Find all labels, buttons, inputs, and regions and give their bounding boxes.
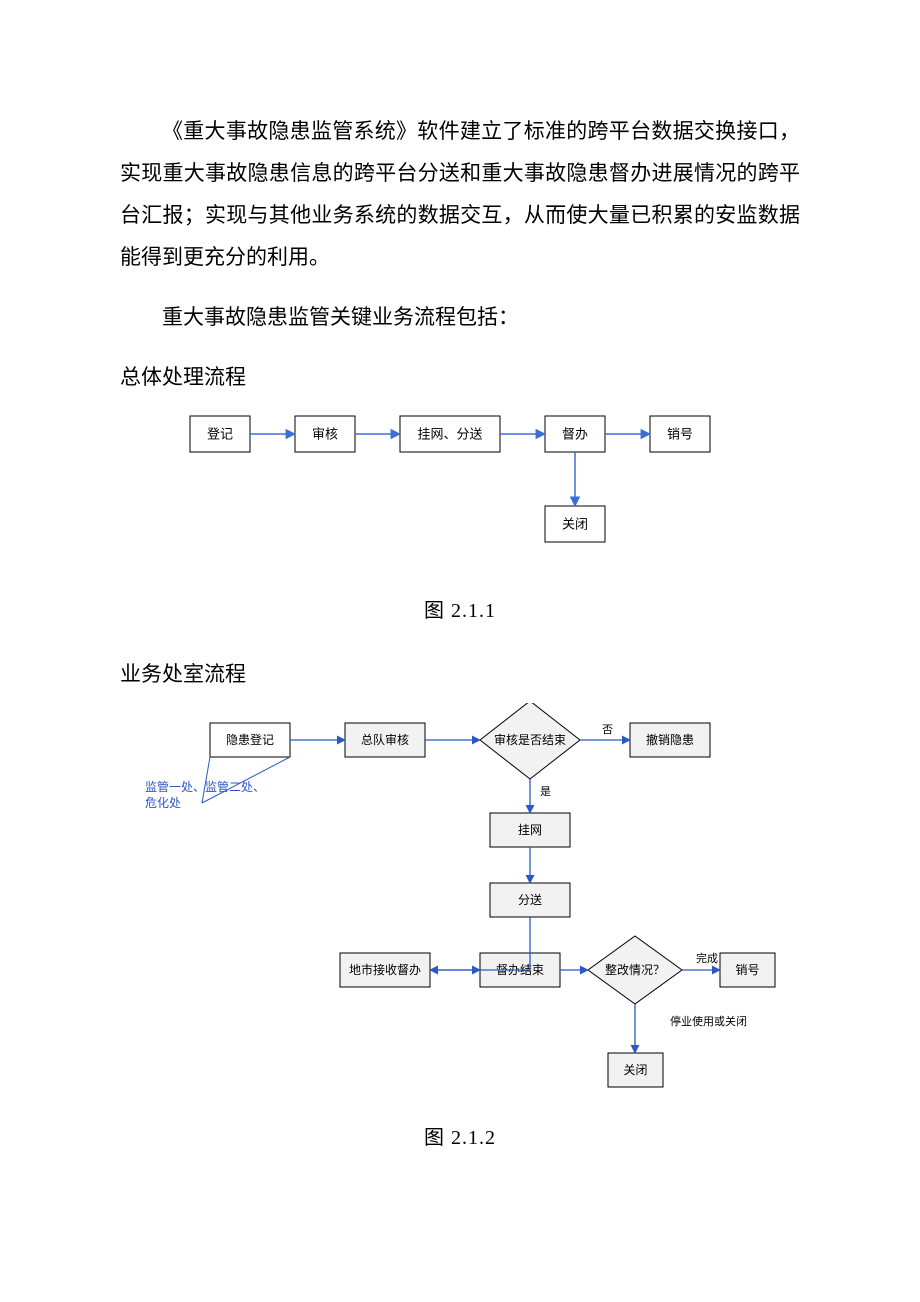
svg-text:销号: 销号 bbox=[735, 963, 759, 977]
svg-text:审核是否结束: 审核是否结束 bbox=[494, 732, 566, 747]
svg-text:地市接收督办: 地市接收督办 bbox=[349, 962, 421, 977]
heading-overall-flow: 总体处理流程 bbox=[120, 356, 800, 398]
svg-text:危化处: 危化处 bbox=[145, 796, 181, 810]
svg-text:挂网: 挂网 bbox=[518, 823, 542, 837]
caption-2-1-2: 图 2.1.2 bbox=[120, 1121, 800, 1150]
svg-text:否: 否 bbox=[602, 724, 613, 736]
svg-text:督办: 督办 bbox=[562, 427, 588, 442]
paragraph-1: 《重大事故隐患监管系统》软件建立了标准的跨平台数据交换接口，实现重大事故隐患信息… bbox=[120, 110, 800, 278]
figure-2-1-1-wrap: 登记 审核 挂网、分送 督办 销号关闭 bbox=[120, 406, 800, 576]
flowchart-department: 隐患登记总队审核审核是否结束撤销隐患挂网分送地市接收督办督办结束整改情况？销号关… bbox=[140, 703, 780, 1103]
svg-text:完成: 完成 bbox=[696, 951, 718, 965]
svg-text:挂网、分送: 挂网、分送 bbox=[417, 427, 482, 442]
svg-text:分送: 分送 bbox=[518, 892, 542, 907]
svg-text:总队审核: 总队审核 bbox=[361, 732, 409, 747]
paragraph-2: 重大事故隐患监管关键业务流程包括： bbox=[120, 296, 800, 338]
heading-dept-flow: 业务处室流程 bbox=[120, 653, 800, 695]
document-page: 《重大事故隐患监管系统》软件建立了标准的跨平台数据交换接口，实现重大事故隐患信息… bbox=[0, 0, 920, 1240]
caption-2-1-1: 图 2.1.1 bbox=[120, 594, 800, 623]
svg-text:整改情况？: 整改情况？ bbox=[605, 962, 665, 977]
svg-text:监管一处、监管二处、: 监管一处、监管二处、 bbox=[145, 779, 265, 794]
svg-text:关闭: 关闭 bbox=[562, 517, 588, 532]
svg-text:关闭: 关闭 bbox=[623, 1063, 647, 1077]
svg-text:登记: 登记 bbox=[207, 427, 233, 442]
svg-text:停业使用或关闭: 停业使用或关闭 bbox=[670, 1014, 747, 1028]
svg-text:撤销隐患: 撤销隐患 bbox=[646, 732, 694, 747]
svg-text:是: 是 bbox=[540, 785, 551, 798]
svg-text:销号: 销号 bbox=[667, 427, 693, 442]
svg-text:审核: 审核 bbox=[312, 427, 338, 442]
figure-2-1-2-wrap: 隐患登记总队审核审核是否结束撤销隐患挂网分送地市接收督办督办结束整改情况？销号关… bbox=[120, 703, 800, 1103]
flowchart-overall: 登记 审核 挂网、分送 督办 销号关闭 bbox=[180, 406, 740, 576]
svg-text:隐患登记: 隐患登记 bbox=[226, 732, 274, 747]
